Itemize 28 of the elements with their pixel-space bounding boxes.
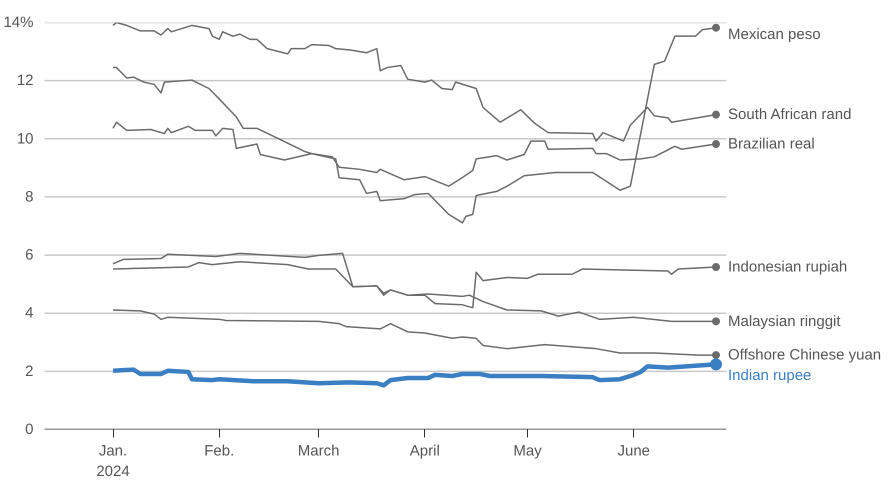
x-tick-label: May bbox=[513, 442, 542, 460]
point bbox=[710, 358, 722, 370]
y-tick-label: 0 bbox=[25, 421, 34, 438]
point bbox=[712, 263, 720, 271]
y-tick-label: 2 bbox=[25, 362, 34, 380]
series-label: Indian rupee bbox=[728, 366, 812, 384]
y-tick-label: 4 bbox=[25, 304, 34, 322]
x-tick-label: Jan. 2024 bbox=[96, 442, 130, 480]
x-tick-label: Feb. bbox=[204, 442, 234, 460]
x-tick-label: June bbox=[618, 442, 650, 460]
point bbox=[712, 317, 720, 326]
series-label: Brazilian real bbox=[728, 136, 815, 153]
y-tick-label: 10 bbox=[16, 130, 34, 148]
series-label: Offshore Chinese yuan bbox=[728, 346, 882, 364]
point bbox=[712, 110, 720, 119]
point bbox=[712, 351, 720, 360]
y-tick-label: 8 bbox=[25, 188, 34, 206]
series-label: South African rand bbox=[728, 106, 852, 124]
y-tick-label: 12 bbox=[16, 72, 34, 90]
y-tick-label: 14% bbox=[3, 14, 34, 31]
y-tick-label: 6 bbox=[25, 246, 34, 264]
series-label: Malaysian ringgit bbox=[728, 312, 842, 330]
series-label: Mexican peso bbox=[728, 26, 821, 44]
x-tick-label: March bbox=[298, 442, 340, 460]
point bbox=[712, 24, 720, 32]
series-label: Indonesian rupiah bbox=[728, 258, 848, 276]
x-tick-label: April bbox=[410, 442, 440, 460]
point bbox=[712, 140, 720, 148]
